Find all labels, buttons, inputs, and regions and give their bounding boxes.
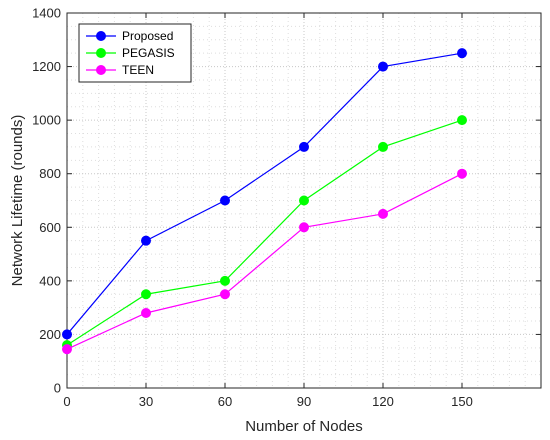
y-tick-label: 1400	[32, 6, 61, 21]
x-axis-label: Number of Nodes	[245, 418, 363, 435]
data-point-proposed	[457, 48, 467, 59]
data-point-proposed	[141, 235, 151, 246]
legend: Proposed PEGASIS TEEN	[78, 23, 192, 83]
data-point-teen	[141, 308, 151, 318]
legend-label: PEGASIS	[122, 46, 175, 60]
legend-label: TEEN	[122, 63, 154, 77]
data-point-teen	[378, 208, 388, 219]
data-point-teen	[62, 344, 72, 355]
legend-marker	[96, 48, 106, 58]
y-tick-label: 1000	[32, 113, 61, 128]
y-tick-label: 600	[39, 220, 61, 235]
series-line-teen	[66, 173, 463, 350]
data-point-pegasis	[220, 275, 230, 286]
x-tick-label: 60	[218, 394, 232, 409]
x-tick-label: 150	[451, 394, 473, 409]
series-line-proposed	[66, 52, 463, 335]
data-point-pegasis	[299, 195, 309, 206]
data-point-pegasis	[457, 115, 467, 126]
series-lines	[62, 48, 467, 355]
y-tick-label: 200	[39, 327, 61, 342]
data-point-pegasis	[378, 141, 388, 152]
data-point-teen	[220, 289, 230, 300]
x-tick-label: 120	[372, 394, 394, 409]
data-point-proposed	[378, 61, 388, 72]
legend-marker	[96, 65, 106, 75]
y-tick-label: 1200	[32, 59, 61, 74]
data-point-pegasis	[141, 289, 151, 300]
data-point-teen	[299, 222, 309, 233]
tick-labels: 0 30 60 90 120 150 0 200 400 600 800 1000 1200 1400	[32, 6, 541, 409]
y-tick-label: 800	[39, 166, 61, 181]
x-tick-label: 0	[63, 394, 70, 409]
legend-marker	[96, 31, 106, 41]
y-tick-label: 0	[54, 381, 61, 396]
series-line-pegasis	[66, 119, 463, 346]
data-point-proposed	[299, 141, 309, 152]
y-axis-label: Network Lifetime (rounds)	[9, 115, 26, 287]
data-point-proposed	[62, 329, 72, 340]
data-point-teen	[457, 168, 467, 179]
x-tick-label: 90	[297, 394, 311, 409]
legend-label: Proposed	[122, 29, 173, 43]
y-tick-label: 400	[39, 273, 61, 288]
data-point-proposed	[220, 195, 230, 206]
x-tick-label: 30	[139, 394, 153, 409]
